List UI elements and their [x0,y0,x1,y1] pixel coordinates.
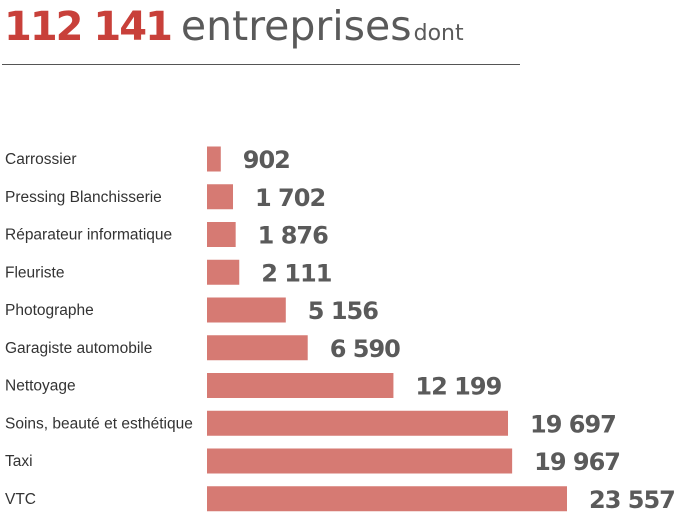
category-label: Réparateur informatique [5,227,172,244]
headline-suffix: dont [413,21,464,46]
value-label: 19 967 [534,448,620,476]
bar [207,373,394,398]
bar [207,259,240,285]
bar [207,410,509,436]
value-label: 2 111 [261,259,331,287]
value-label: 1 876 [258,222,328,250]
category-label: Fleuriste [5,264,64,281]
bar [207,184,234,210]
category-label: Nettoyage [5,378,76,395]
category-label: Taxi [5,453,33,470]
headline-word: entreprises [180,2,412,50]
bar [207,335,308,361]
chart-header: 112 141 entreprisesdont [4,2,464,62]
total-count: 112 141 [4,4,173,50]
category-label: Pressing Blanchisserie [5,189,162,206]
category-label: Carrossier [5,151,76,168]
value-label: 12 199 [415,373,501,401]
value-label: 5 156 [308,297,378,325]
value-label: 902 [243,146,290,174]
header-underline [2,64,520,65]
category-label: Photographe [5,302,94,319]
value-label: 6 590 [330,335,400,363]
value-label: 23 557 [589,486,674,514]
bar [207,448,513,474]
bar [207,222,236,247]
bar [207,146,221,172]
category-label: Garagiste automobile [5,340,152,357]
value-label: 19 697 [530,410,616,438]
category-label: Soins, beauté et esthétique [5,415,193,432]
bar [207,486,567,512]
bar [207,297,286,323]
category-label: VTC [5,491,36,508]
value-label: 1 702 [255,184,325,212]
